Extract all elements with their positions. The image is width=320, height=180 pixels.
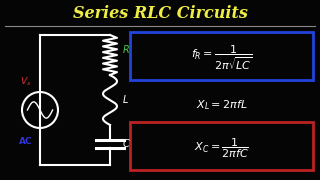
Text: AC: AC xyxy=(19,138,33,147)
Text: Series RLC Circuits: Series RLC Circuits xyxy=(73,6,247,22)
Text: L: L xyxy=(123,95,128,105)
Bar xyxy=(130,122,313,170)
Text: C: C xyxy=(123,139,130,149)
Text: $X_C = \dfrac{1}{2\pi f C}$: $X_C = \dfrac{1}{2\pi f C}$ xyxy=(194,136,249,160)
Text: $f_R = \dfrac{1}{2\pi\sqrt{LC}}$: $f_R = \dfrac{1}{2\pi\sqrt{LC}}$ xyxy=(190,44,252,72)
Text: $V_s$: $V_s$ xyxy=(20,76,32,88)
Text: R: R xyxy=(123,45,130,55)
Text: $X_L = 2\pi f L$: $X_L = 2\pi f L$ xyxy=(196,98,247,112)
Bar xyxy=(130,32,313,80)
